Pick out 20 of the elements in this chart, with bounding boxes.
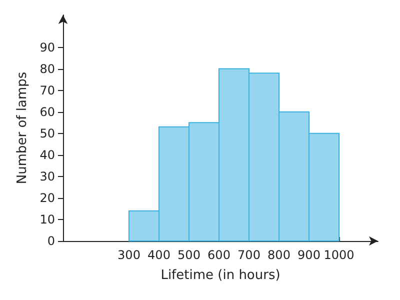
x-tick-label: 600 xyxy=(208,248,230,262)
x-axis-title: Lifetime (in hours) xyxy=(160,268,280,283)
y-tick-label: 70 xyxy=(40,83,55,98)
y-tick-label: 60 xyxy=(40,104,55,119)
y-tick-label: 90 xyxy=(40,40,55,54)
x-tick-label: 800 xyxy=(268,248,290,262)
x-tick-label: 300 xyxy=(118,248,140,262)
x-tick-label: 500 xyxy=(178,248,200,262)
y-tick-label: 10 xyxy=(40,212,55,226)
x-tick-label: 400 xyxy=(148,248,170,262)
x-tick-label: 1000 xyxy=(324,248,354,262)
y-tick-label: 80 xyxy=(40,62,55,76)
y-tick-label: 0 xyxy=(47,234,55,248)
y-tick-label: 40 xyxy=(40,148,55,162)
y-tick-label: 50 xyxy=(40,126,55,140)
x-tick-label: 900 xyxy=(298,248,320,262)
y-tick-label: 30 xyxy=(40,169,55,184)
x-tick-label: 700 xyxy=(238,248,260,262)
y-axis-title: Number of lamps xyxy=(14,72,30,184)
y-tick-label: 20 xyxy=(40,190,55,205)
